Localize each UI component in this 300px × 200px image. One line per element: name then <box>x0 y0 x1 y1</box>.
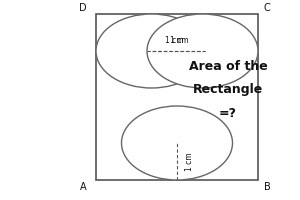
Circle shape <box>122 106 232 180</box>
Text: 1 cm: 1 cm <box>170 36 189 45</box>
Text: D: D <box>80 3 87 13</box>
Text: =?: =? <box>219 107 237 120</box>
Circle shape <box>147 14 258 88</box>
Text: Rectangle: Rectangle <box>193 83 263 96</box>
Text: 1 cm: 1 cm <box>184 152 194 171</box>
Circle shape <box>96 14 207 88</box>
Bar <box>96 14 258 180</box>
Text: Area of the: Area of the <box>189 60 267 72</box>
Text: B: B <box>264 182 271 192</box>
Text: A: A <box>80 182 87 192</box>
Text: C: C <box>264 3 271 13</box>
Text: 1 cm: 1 cm <box>165 36 184 45</box>
